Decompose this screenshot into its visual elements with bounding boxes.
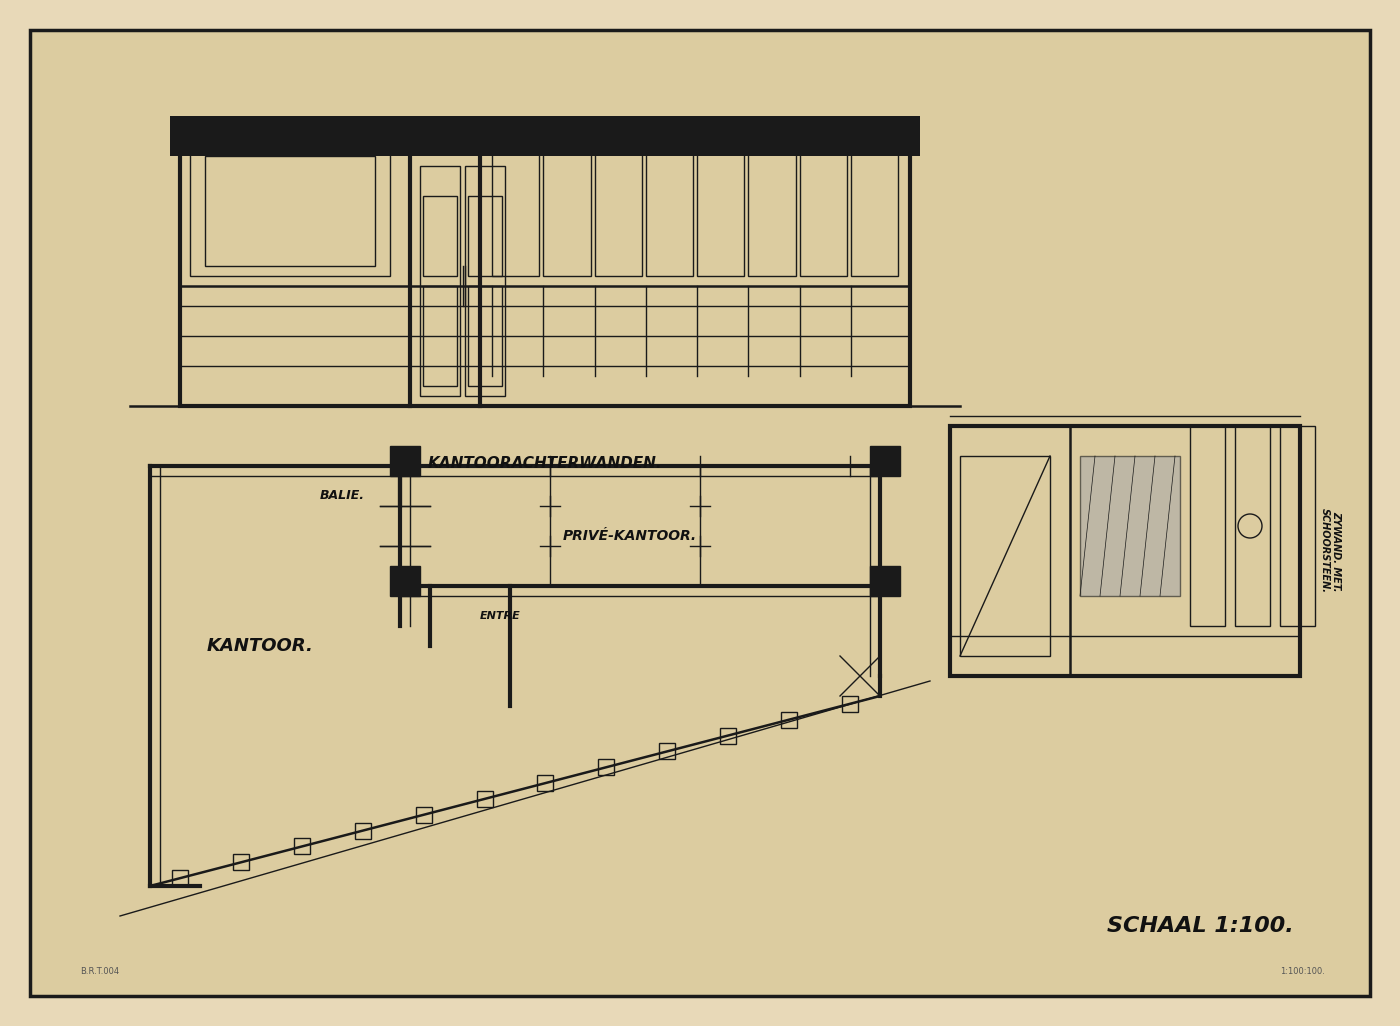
Text: PRIVÉ-KANTOOR.: PRIVÉ-KANTOOR. — [563, 529, 697, 543]
Bar — [172, 870, 189, 886]
Bar — [420, 166, 461, 396]
Bar — [951, 426, 1301, 676]
Bar — [356, 823, 371, 838]
Text: ENTRE: ENTRE — [480, 611, 521, 621]
Bar — [169, 116, 920, 156]
Bar — [234, 855, 249, 870]
Bar — [960, 456, 1050, 656]
Bar — [543, 146, 591, 276]
Bar — [841, 696, 858, 712]
Text: KANTOORACHTERWANDEN.: KANTOORACHTERWANDEN. — [427, 456, 662, 471]
Bar — [465, 166, 505, 396]
Text: BALIE.: BALIE. — [321, 489, 365, 503]
Bar — [1079, 456, 1180, 596]
Bar — [595, 146, 641, 276]
Bar — [468, 286, 503, 386]
Bar — [190, 136, 391, 276]
Text: ZYWAND. MET.
SCHOORSTEEN.: ZYWAND. MET. SCHOORSTEEN. — [1320, 509, 1341, 593]
Bar — [1235, 426, 1270, 626]
Bar — [869, 446, 900, 476]
Bar — [720, 727, 736, 744]
Text: 1:100:100.: 1:100:100. — [1280, 966, 1324, 976]
Bar — [645, 146, 693, 276]
Bar — [391, 446, 420, 476]
Bar — [476, 791, 493, 806]
Bar — [391, 566, 420, 596]
Bar — [598, 759, 615, 776]
Bar — [538, 775, 553, 791]
Bar — [491, 146, 539, 276]
Bar — [799, 146, 847, 276]
Text: KANTOOR.: KANTOOR. — [207, 637, 314, 655]
Bar — [1190, 426, 1225, 626]
Text: SCHAAL 1:100.: SCHAAL 1:100. — [1106, 916, 1294, 936]
Bar — [851, 146, 897, 276]
Bar — [697, 146, 745, 276]
Bar — [659, 744, 675, 759]
Bar — [181, 126, 910, 406]
Bar — [869, 566, 900, 596]
Bar — [748, 146, 795, 276]
Text: B.R.T.004: B.R.T.004 — [80, 966, 119, 976]
Bar — [294, 838, 309, 855]
Bar — [416, 806, 431, 823]
Bar — [204, 156, 375, 266]
Bar — [781, 712, 797, 727]
Bar — [423, 286, 456, 386]
Bar — [423, 196, 456, 276]
Bar — [468, 196, 503, 276]
Bar — [1280, 426, 1315, 626]
